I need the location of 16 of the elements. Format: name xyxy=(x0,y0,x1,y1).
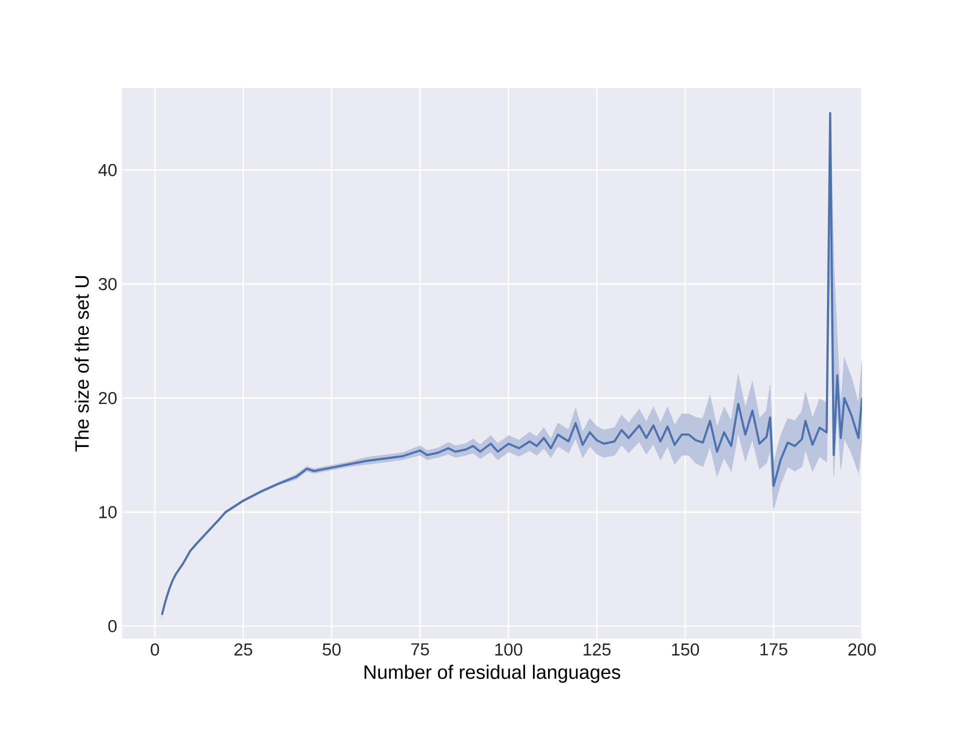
x-tick-label: 125 xyxy=(584,643,611,656)
x-tick-label: 100 xyxy=(495,643,522,656)
x-tick-label: 25 xyxy=(234,643,252,656)
y-axis-title: The size of the set U xyxy=(74,276,89,452)
y-tick-label: 10 xyxy=(99,506,117,518)
y-tick-label: 30 xyxy=(98,278,117,290)
x-tick-label: 0 xyxy=(150,643,160,656)
x-tick-label: 200 xyxy=(848,643,876,656)
x-tick-label: 50 xyxy=(322,643,341,656)
y-tick-label: 0 xyxy=(108,620,117,632)
x-tick-label: 150 xyxy=(672,643,700,656)
x-axis-title: Number of residual languages xyxy=(364,664,620,683)
y-tick-label: 20 xyxy=(98,392,117,404)
y-tick-label: 40 xyxy=(98,164,117,176)
x-tick-label: 175 xyxy=(760,643,788,656)
x-tick-label: 75 xyxy=(411,643,429,656)
